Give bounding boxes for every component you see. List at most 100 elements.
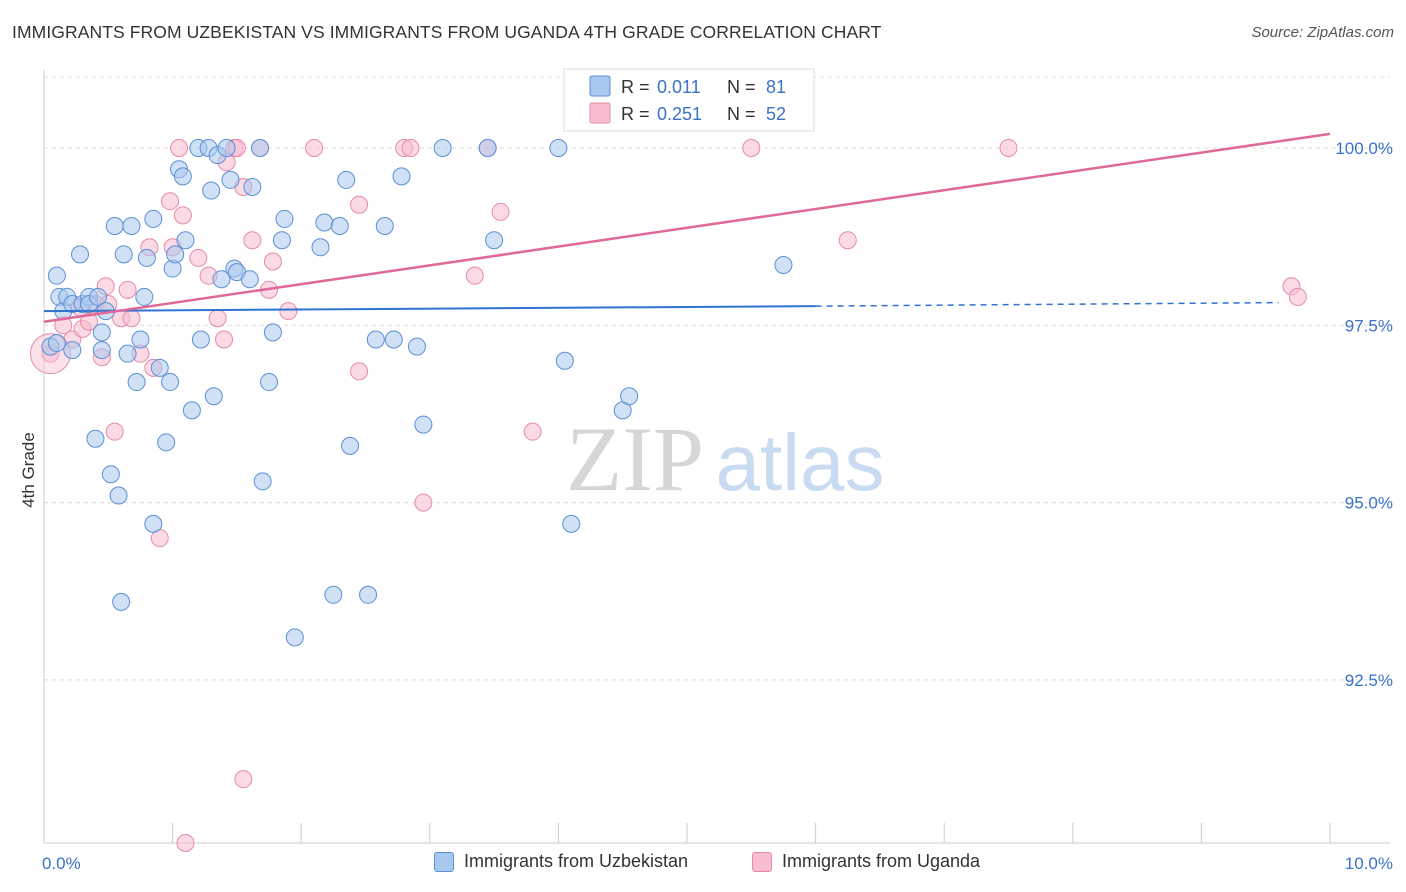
correlation-legend: R = 0.011 N = 81 R = 0.251 N = 52 — [563, 68, 815, 132]
uzbekistan-point — [311, 238, 330, 257]
uzbekistan-point — [173, 167, 192, 186]
uzbekistan-point — [433, 139, 452, 158]
uganda-point — [401, 139, 420, 158]
uzbekistan-point — [135, 287, 154, 306]
uzbekistan-point — [217, 139, 236, 158]
uzbekistan-point — [105, 217, 124, 236]
uganda-point — [208, 309, 227, 328]
uzbekistan-point — [774, 256, 793, 275]
uganda-point — [838, 231, 857, 250]
uganda-point — [742, 139, 761, 158]
bottom-legend-item-uganda[interactable]: Immigrants from Uganda — [752, 851, 980, 872]
legend-swatch-uzbekistan — [434, 851, 454, 872]
uganda-point — [414, 493, 433, 512]
x-tick-label: 10.0% — [1345, 854, 1393, 873]
legend-r-label: R = — [621, 77, 650, 97]
uzbekistan-point — [341, 436, 360, 455]
uzbekistan-point — [150, 358, 169, 377]
y-tick-label: 97.5% — [1345, 316, 1393, 335]
y-tick-label: 100.0% — [1335, 139, 1393, 158]
uganda-point — [491, 202, 510, 221]
uzbekistan-point — [202, 181, 221, 200]
uzbekistan-point — [485, 231, 504, 250]
uzbekistan-point — [562, 514, 581, 533]
uganda-point — [122, 309, 141, 328]
uzbekistan-point — [71, 245, 90, 264]
uzbekistan-point — [118, 344, 137, 363]
uzbekistan-point — [92, 341, 111, 360]
uganda-point — [105, 422, 124, 441]
uzbekistan-point — [127, 373, 146, 392]
uzbekistan-point — [182, 401, 201, 420]
uzbekistan-point — [157, 433, 176, 452]
uzbekistan-point — [243, 178, 262, 197]
uzbekistan-point — [251, 139, 270, 158]
source-credit: Source: ZipAtlas.com — [1251, 24, 1394, 41]
uzbekistan-point — [47, 334, 66, 353]
gridlines — [44, 76, 1390, 681]
trend-lines — [43, 132, 1331, 323]
bottom-legend-item-uzbekistan[interactable]: Immigrants from Uzbekistan — [434, 851, 688, 872]
uganda-point — [243, 231, 262, 250]
bottom-legend: Immigrants from Uzbekistan Immigrants fr… — [0, 851, 1406, 879]
uganda-point — [350, 195, 369, 214]
uzbekistan-point — [366, 330, 385, 349]
legend-swatch-uzbekistan — [589, 75, 611, 97]
uzbekistan-point — [166, 245, 185, 264]
uzbekistan-point — [275, 209, 294, 228]
uganda-point — [80, 312, 99, 331]
uzbekistan-point — [620, 387, 639, 406]
bottom-legend-label: Immigrants from Uzbekistan — [464, 851, 689, 871]
uzbekistan-point — [315, 213, 334, 232]
uzbekistan-point — [384, 330, 403, 349]
uzbekistan-point — [212, 270, 231, 289]
uganda-point — [173, 206, 192, 225]
legend-r-label: R = — [621, 104, 650, 124]
uzbekistan-point — [92, 323, 111, 342]
uganda-point — [465, 266, 484, 285]
uzbekistan-point — [191, 330, 210, 349]
legend-n-label: N = — [727, 77, 756, 97]
uganda-point — [999, 139, 1018, 158]
uzbekistan-point — [330, 217, 349, 236]
uzbekistan-point — [112, 592, 131, 611]
uzbekistan-point — [285, 628, 304, 647]
uzbekistan-point — [359, 585, 378, 604]
watermark: ZIP atlas — [566, 408, 884, 510]
uzbekistan-point — [478, 139, 497, 158]
uzbekistan-point — [392, 167, 411, 186]
uzbekistan-point — [176, 231, 195, 250]
uzbekistan-point — [101, 465, 120, 484]
uzbekistan-point — [407, 337, 426, 356]
uganda-point — [305, 139, 324, 158]
uzbekistan-point — [240, 270, 259, 289]
uganda-point — [215, 330, 234, 349]
uzbekistan-point — [555, 351, 574, 370]
uzbekistan-point — [337, 170, 356, 189]
uzbekistan-point — [272, 231, 291, 250]
legend-r-value: 0.011 — [657, 77, 701, 97]
tick-labels: 100.0% 97.5% 95.0% 92.5% 0.0% 10.0% — [42, 139, 1393, 873]
legend-swatch-uganda — [589, 102, 611, 124]
uganda-trend-line — [43, 132, 1331, 323]
y-axis-label: 4th Grade — [19, 432, 38, 508]
uzbekistan-point — [86, 429, 105, 448]
uganda-point — [189, 248, 208, 267]
axes — [43, 70, 1390, 844]
uzbekistan-points — [41, 139, 793, 647]
uganda-point — [234, 770, 253, 789]
uzbekistan-point — [204, 387, 223, 406]
watermark-atlas: atlas — [716, 418, 885, 507]
uzbekistan-point — [549, 139, 568, 158]
uzbekistan-point — [260, 373, 279, 392]
uzbekistan-point — [131, 330, 150, 349]
legend-n-value: 81 — [766, 77, 786, 97]
uzbekistan-point — [109, 486, 128, 505]
uganda-point — [279, 302, 298, 321]
watermark-zip: ZIP — [566, 408, 704, 510]
y-tick-label: 95.0% — [1345, 494, 1393, 513]
uzbekistan-point — [253, 472, 272, 491]
uganda-point — [350, 362, 369, 381]
uganda-point — [176, 834, 195, 852]
